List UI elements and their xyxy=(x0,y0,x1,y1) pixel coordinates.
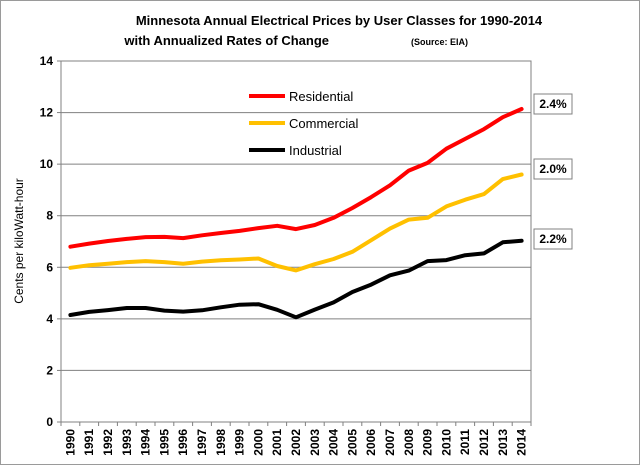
legend: Residential Commercial Industrial xyxy=(249,89,358,158)
x-tick-label: 1992 xyxy=(101,429,115,456)
y-axis-label: Cents per kiloWatt-hour xyxy=(12,178,26,304)
chart-title-line1: Minnesota Annual Electrical Prices by Us… xyxy=(136,13,543,28)
x-tick-label: 2001 xyxy=(270,429,284,456)
x-tick-label: 2006 xyxy=(364,429,378,456)
x-tick-label: 2004 xyxy=(327,429,341,456)
y-tick-label: 0 xyxy=(46,415,53,429)
x-tick-label: 2009 xyxy=(421,429,435,456)
rate-label-industrial: 2.2% xyxy=(539,232,567,246)
y-tick-label: 12 xyxy=(40,106,54,120)
y-tick-label: 2 xyxy=(46,363,53,377)
y-tick-label: 6 xyxy=(46,260,53,274)
y-tick-label: 10 xyxy=(40,157,54,171)
rate-box-industrial xyxy=(533,228,573,250)
rate-box-commercial xyxy=(533,158,573,180)
plot-area-border xyxy=(60,60,532,423)
x-tick-label: 1995 xyxy=(157,429,171,456)
legend-label-residential: Residential xyxy=(289,89,353,104)
legend-label-industrial: Industrial xyxy=(289,143,342,158)
x-tick-label: 1997 xyxy=(195,429,209,456)
x-tick-label: 1991 xyxy=(82,429,96,456)
gridlines xyxy=(60,60,532,423)
x-tick-label: 2003 xyxy=(308,429,322,456)
y-tick-label: 14 xyxy=(40,54,54,68)
x-tick-label: 2000 xyxy=(251,429,265,456)
rate-box-residential xyxy=(533,93,573,115)
rate-label-commercial: 2.0% xyxy=(539,162,567,176)
x-tick-label: 1996 xyxy=(176,429,190,456)
chart-source-note: (Source: EIA) xyxy=(411,37,468,47)
y-tick-label: 4 xyxy=(46,312,53,326)
axes: 0 2 4 6 8 10 12 14 1990 1991 1992 1993 1994 1995 1996 1… xyxy=(40,54,532,456)
x-tick-label: 1998 xyxy=(214,429,228,456)
x-tick-label: 2012 xyxy=(477,429,491,456)
x-tick-label: 2014 xyxy=(515,429,529,456)
legend-label-commercial: Commercial xyxy=(289,116,358,131)
series-line-industrial xyxy=(68,238,524,320)
x-tick-label: 1993 xyxy=(120,429,134,456)
chart-title-line2: with Annualized Rates of Change xyxy=(123,33,329,48)
x-tick-label: 2008 xyxy=(402,429,416,456)
x-tick-label: 1999 xyxy=(233,429,247,456)
x-tick-label: 2007 xyxy=(383,429,397,456)
x-tick-label: 2010 xyxy=(439,429,453,456)
x-tick-label: 1994 xyxy=(139,429,153,456)
rate-label-residential: 2.4% xyxy=(539,97,567,111)
x-tick-label: 1990 xyxy=(63,429,77,456)
x-tick-label: 2011 xyxy=(458,429,472,455)
series-layer xyxy=(68,107,524,320)
y-tick-label: 8 xyxy=(46,209,53,223)
x-tick-label: 2005 xyxy=(345,429,359,456)
series-line-commercial xyxy=(68,172,524,273)
series-line-residential xyxy=(68,107,524,249)
x-tick-label: 2013 xyxy=(496,429,510,456)
rate-labels: 2.4% 2.0% 2.2% xyxy=(533,93,573,250)
x-tick-label: 2002 xyxy=(289,429,303,456)
